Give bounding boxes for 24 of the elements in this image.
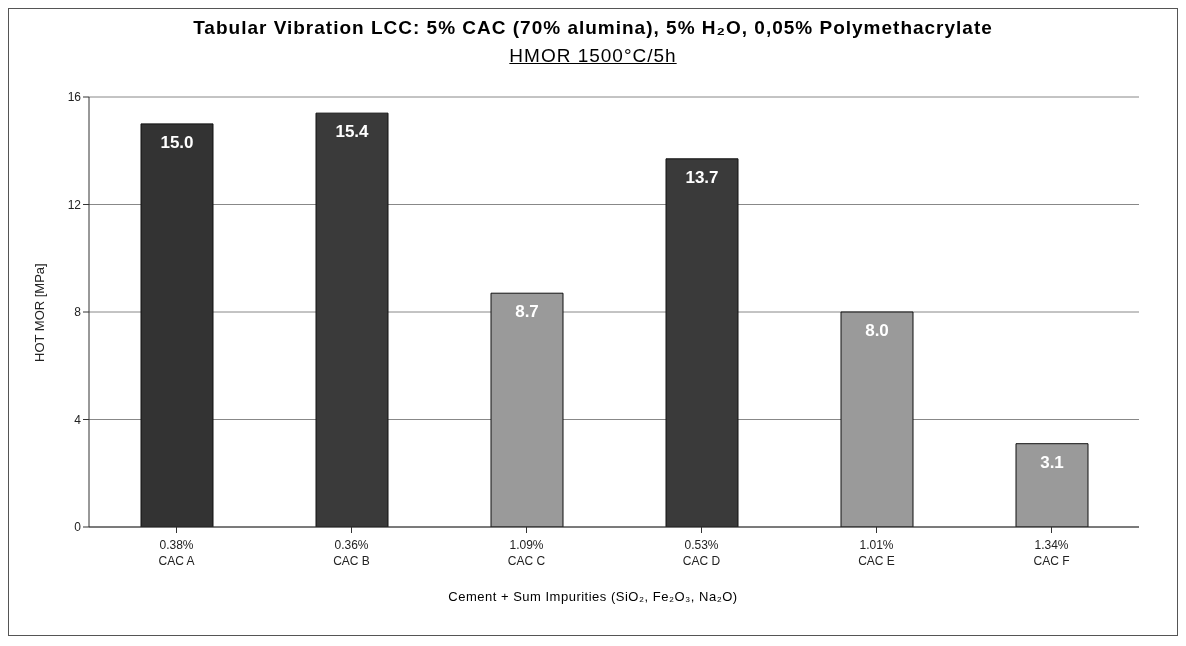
y-tick-label: 16 <box>67 90 82 105</box>
x-tick-label: 0.38% CAC A <box>158 538 195 568</box>
bar <box>490 292 564 527</box>
data-label: 13.7 <box>685 167 719 187</box>
x-tick-label: 1.34% CAC F <box>1033 538 1070 568</box>
x-tick-label: 1.01% CAC E <box>858 538 895 568</box>
x-tick-label: 0.36% CAC B <box>333 538 370 568</box>
bar <box>840 311 914 527</box>
bar <box>1015 443 1089 527</box>
chart-title: Tabular Vibration LCC: 5% CAC (70% alumina), 5% H₂O, 0,05% Polymethacrylate <box>192 17 994 39</box>
data-label: 3.1 <box>1040 452 1064 472</box>
x-tick-label: 0.53% CAC D <box>682 538 721 568</box>
data-label: 8.0 <box>865 321 889 341</box>
x-tick-label: 1.09% CAC C <box>507 538 546 568</box>
y-axis-title: HOT MOR [MPa] <box>31 263 47 362</box>
y-tick-label: 0 <box>74 520 82 535</box>
chart-subtitle: HMOR 1500°C/5h <box>508 45 678 67</box>
data-label: 15.4 <box>335 122 370 142</box>
x-axis-title: Cement + Sum Impurities (SiO₂, Fe₂O₃, Na₂O) <box>447 589 739 604</box>
y-tick-label: 12 <box>67 197 82 212</box>
y-tick-label: 8 <box>74 305 82 320</box>
data-label: 15.0 <box>160 132 194 152</box>
y-tick-label: 4 <box>74 412 82 427</box>
data-label: 8.7 <box>515 302 539 322</box>
